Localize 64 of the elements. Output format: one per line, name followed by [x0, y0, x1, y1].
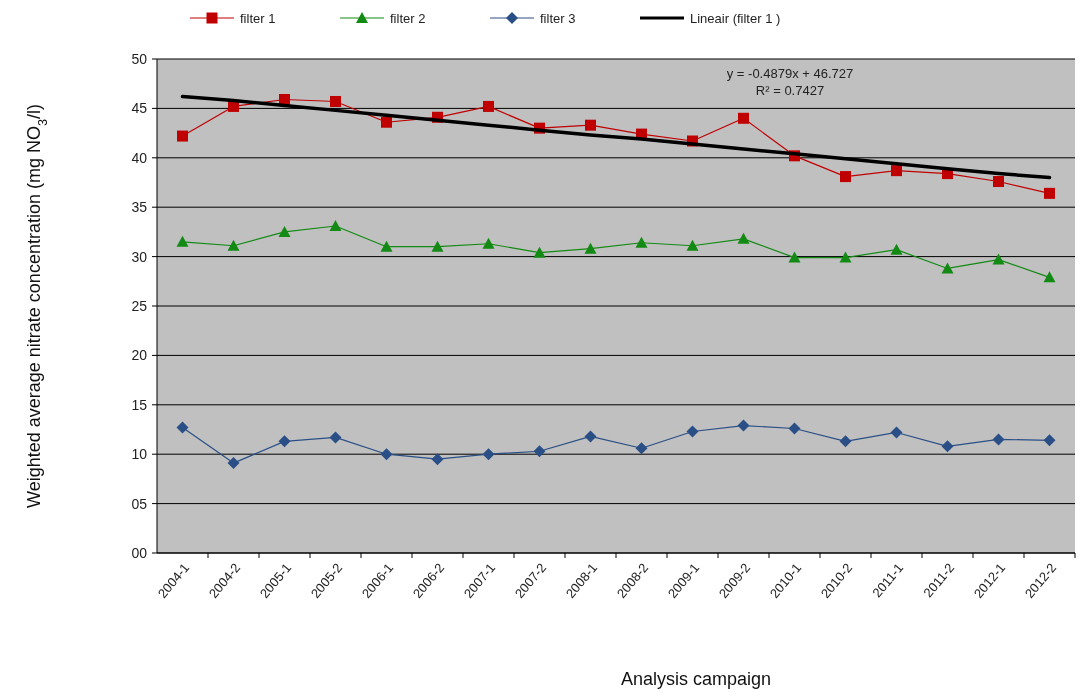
point — [482, 237, 495, 249]
legend-label: filter 1 — [240, 10, 276, 26]
point — [533, 445, 546, 458]
point — [380, 448, 393, 461]
point — [890, 243, 903, 255]
point — [533, 246, 546, 258]
point — [1043, 434, 1056, 447]
point — [635, 236, 648, 248]
point — [482, 448, 495, 461]
point — [483, 100, 494, 112]
point — [840, 171, 851, 183]
point — [431, 453, 444, 466]
point — [839, 251, 852, 263]
y-tick-label: 00 — [131, 544, 148, 561]
point — [330, 95, 341, 107]
y-tick-label: 45 — [131, 100, 148, 117]
point — [227, 239, 240, 251]
point — [329, 431, 342, 444]
y-tick-label: 10 — [131, 446, 148, 463]
point — [585, 119, 596, 131]
point — [380, 240, 393, 252]
y-tick-label: 25 — [131, 297, 148, 314]
point — [584, 430, 597, 443]
point — [381, 116, 392, 128]
point — [738, 112, 749, 124]
point — [992, 433, 1005, 446]
x-axis-title: Analysis campaign — [620, 669, 772, 689]
point — [584, 242, 597, 254]
y-tick-label: 50 — [131, 50, 148, 67]
annotation: R² = 0.7427 — [755, 83, 825, 98]
y-tick-label: 20 — [131, 347, 148, 364]
legend-label: filter 3 — [540, 10, 576, 26]
point — [686, 425, 699, 438]
point — [686, 239, 699, 251]
point — [227, 457, 240, 470]
y-tick-label: 05 — [131, 495, 148, 512]
point — [891, 165, 902, 177]
point — [992, 253, 1005, 265]
legend-label: filter 2 — [390, 10, 426, 26]
y-tick-label: 35 — [131, 199, 148, 216]
point — [278, 435, 291, 448]
point — [635, 442, 648, 455]
annotation: y = -0.4879x + 46.727 — [726, 66, 854, 81]
point — [177, 130, 188, 142]
point — [1043, 271, 1056, 283]
point — [431, 240, 444, 252]
point — [890, 426, 903, 439]
point — [737, 232, 750, 244]
y-tick-label: 15 — [131, 396, 148, 413]
point — [839, 435, 852, 448]
y-tick-label: 40 — [131, 149, 148, 166]
point — [1044, 187, 1055, 199]
point — [176, 421, 189, 434]
y-tick-label: 30 — [131, 248, 148, 265]
point — [941, 440, 954, 453]
point — [176, 235, 189, 247]
point — [737, 419, 750, 432]
point — [329, 219, 342, 231]
point — [993, 176, 1004, 188]
point — [941, 262, 954, 274]
point — [788, 251, 801, 263]
legend-label: Lineair (filter 1 ) — [690, 10, 781, 26]
point — [788, 422, 801, 435]
point — [278, 225, 291, 237]
